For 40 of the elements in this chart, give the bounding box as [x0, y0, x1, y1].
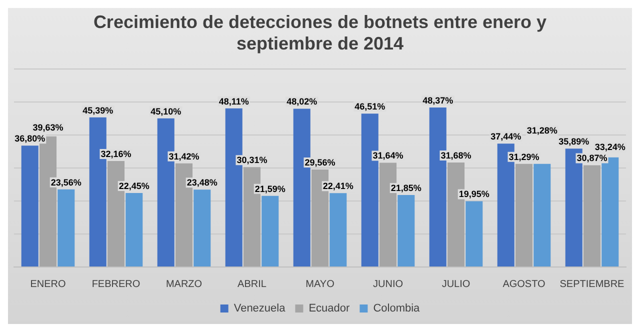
data-label: 35,89% — [558, 136, 590, 147]
data-label: 45,10% — [150, 106, 182, 116]
data-label: 48,11% — [218, 96, 249, 106]
data-label: 32,16% — [100, 148, 132, 159]
data-label: 31,28% — [526, 126, 558, 136]
data-label: 36,80% — [14, 134, 46, 144]
data-label: 21,59% — [254, 184, 286, 194]
data-label: 29,56% — [304, 158, 336, 168]
x-tick-label: ENERO — [30, 278, 66, 290]
data-label: 31,64% — [372, 150, 404, 161]
data-label: 22,45% — [118, 180, 150, 191]
data-label: 48,37% — [422, 96, 454, 106]
data-label: 31,29% — [508, 152, 540, 162]
data-label: 23,48% — [186, 178, 218, 188]
data-label: 30,31% — [236, 155, 268, 166]
data-label: 48,02% — [286, 96, 318, 107]
legend-label: Colombia — [373, 302, 421, 315]
x-tick-label: JULIO — [442, 278, 470, 290]
x-tick-label: SEPTIEMBRE — [560, 278, 625, 290]
data-label: 39,63% — [32, 122, 64, 133]
data-label: 21,85% — [390, 182, 422, 193]
chart-title: Crecimiento de detecciones de botnets entre enero y septiembre de 2014 — [93, 12, 547, 54]
data-label: 22,41% — [322, 181, 354, 192]
data-label: 45,39% — [82, 105, 114, 116]
x-tick-label: ABRIL — [238, 278, 267, 290]
data-label: 19,95% — [458, 189, 490, 200]
x-tick-label: MARZO — [166, 278, 202, 290]
legend-label: Venezuela — [234, 302, 286, 315]
data-label: 37,44% — [490, 132, 522, 142]
x-tick-label: AGOSTO — [502, 278, 546, 290]
data-label: 46,51% — [354, 102, 386, 112]
data-label: 31,42% — [168, 151, 200, 162]
data-label: 31,68% — [440, 150, 472, 161]
x-tick-label: FEBRERO — [92, 278, 140, 290]
data-label: 33,24% — [594, 142, 626, 152]
data-label: 23,56% — [50, 177, 82, 188]
data-label: 30,87% — [576, 153, 608, 164]
legend-label: Ecuador — [308, 302, 350, 315]
x-tick-label: JUNIO — [373, 278, 404, 290]
x-tick-label: MAYO — [306, 278, 335, 290]
